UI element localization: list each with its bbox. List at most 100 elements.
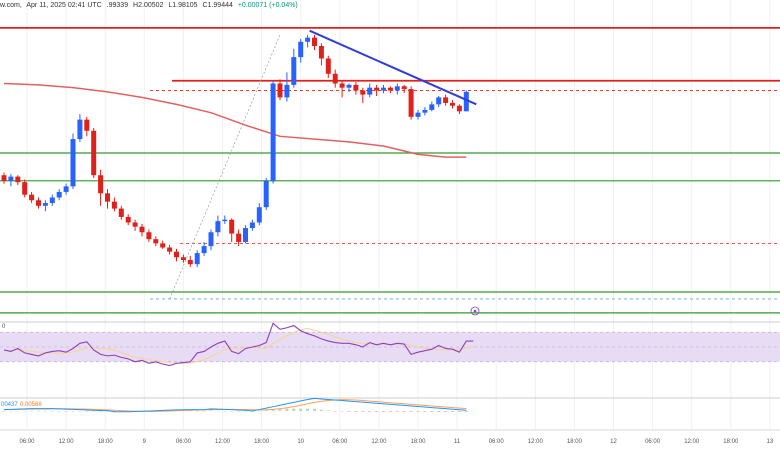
time-axis: 06:00 12:00 18:00 9 06:00 12:00 18:00 10 06:00 12… bbox=[0, 429, 780, 445]
grid bbox=[26, 0, 771, 430]
candle-body bbox=[15, 176, 21, 183]
candle-body bbox=[332, 73, 338, 84]
candle-body bbox=[139, 226, 145, 233]
macd-histogram-bar bbox=[64, 411, 68, 412]
macd-histogram-bar bbox=[78, 411, 82, 412]
change-value: +0.00071 (+0.04%) bbox=[237, 2, 298, 9]
candle-body bbox=[298, 41, 304, 58]
macd-histogram-bar bbox=[388, 411, 392, 412]
time-tick-label: 18:00 bbox=[567, 439, 583, 445]
macd-pane bbox=[0, 397, 780, 413]
candle-body bbox=[436, 97, 442, 105]
candle-body bbox=[42, 203, 48, 206]
time-tick-label: 9 bbox=[143, 439, 147, 445]
candle-body bbox=[360, 90, 366, 95]
rsi-pane bbox=[0, 321, 780, 367]
time-tick-label: 10 bbox=[297, 439, 304, 445]
rsi-signal-line bbox=[3, 327, 474, 364]
open-value: .99339 bbox=[106, 2, 129, 9]
macd-histogram-bar bbox=[223, 410, 227, 412]
time-tick-label: 06:00 bbox=[332, 439, 348, 445]
source-label: w.com, bbox=[0, 2, 22, 9]
macd-histogram-bar bbox=[402, 411, 406, 412]
candle-body bbox=[1, 175, 7, 181]
macd-histogram-bar bbox=[188, 410, 192, 412]
alert-icon[interactable] bbox=[470, 306, 480, 316]
macd-histogram-bar bbox=[216, 410, 220, 412]
macd-histogram-bar bbox=[85, 411, 89, 412]
close-value: C1.99444 bbox=[202, 2, 233, 9]
candle-body bbox=[146, 232, 152, 240]
time-tick-label: 06:00 bbox=[19, 439, 35, 445]
candle-body bbox=[463, 91, 469, 112]
time-tick-label: 06:00 bbox=[645, 439, 661, 445]
candle-body bbox=[111, 201, 117, 209]
candle-body bbox=[291, 57, 297, 85]
macd-histogram-bar bbox=[313, 408, 316, 411]
time-tick-label: 18:00 bbox=[723, 439, 739, 445]
macd-histogram-bar bbox=[347, 411, 351, 412]
macd-histogram-bar bbox=[271, 409, 275, 411]
macd-histogram-bar bbox=[457, 411, 461, 412]
candle-body bbox=[263, 180, 269, 208]
macd-histogram-bar bbox=[23, 410, 27, 412]
time-tick-label: 18:00 bbox=[98, 439, 114, 445]
time-tick-label: 12:00 bbox=[371, 439, 387, 445]
candle-body bbox=[381, 87, 386, 91]
candle-body bbox=[180, 257, 186, 261]
candle-body bbox=[91, 130, 97, 176]
macd-histogram-bar bbox=[423, 411, 427, 412]
macd-histogram-bar bbox=[92, 411, 96, 412]
macd-histogram-bar bbox=[409, 411, 413, 412]
time-tick-label: 12:00 bbox=[528, 439, 544, 445]
candle-body bbox=[56, 191, 62, 198]
macd-histogram-bar bbox=[430, 411, 434, 412]
candle-body bbox=[132, 222, 138, 227]
macd-histogram-bar bbox=[361, 411, 365, 412]
time-tick-label: 18:00 bbox=[254, 439, 270, 445]
candle-body bbox=[187, 260, 193, 265]
macd-histogram-bar bbox=[416, 411, 420, 412]
candle-body bbox=[422, 109, 428, 113]
candle-body bbox=[305, 37, 311, 42]
candle-body bbox=[456, 105, 462, 112]
macd-histogram-bar bbox=[375, 411, 379, 412]
candle-body bbox=[243, 228, 248, 242]
candle-body bbox=[408, 89, 414, 117]
macd-histogram-bar bbox=[257, 410, 261, 412]
candle-body bbox=[374, 87, 380, 91]
candle-body bbox=[346, 84, 352, 88]
candle-body bbox=[29, 194, 35, 201]
macd-histogram-bar bbox=[285, 408, 289, 411]
candle-body bbox=[201, 246, 207, 254]
candle-body bbox=[8, 176, 14, 181]
macd-histogram-bar bbox=[209, 410, 213, 412]
time-tick-label: 18:00 bbox=[410, 439, 426, 445]
candle-body bbox=[236, 233, 242, 242]
candle-body bbox=[49, 197, 55, 204]
macd-histogram-bar bbox=[368, 411, 372, 412]
macd-histogram-bar bbox=[37, 410, 40, 412]
candle-body bbox=[84, 119, 90, 131]
macd-histogram-bar bbox=[202, 410, 206, 412]
candle-body bbox=[415, 112, 421, 117]
candle-body bbox=[429, 104, 435, 110]
macd-histogram-bar bbox=[326, 410, 330, 411]
macd-value-2: 0.00568 bbox=[20, 402, 42, 408]
time-tick-label: 12:00 bbox=[59, 439, 75, 445]
rsi-label: 0 bbox=[2, 324, 6, 330]
low-value: L1.98105 bbox=[168, 2, 198, 9]
macd-histogram-bar bbox=[451, 411, 454, 412]
macd-histogram-bar bbox=[354, 411, 358, 412]
candle-body bbox=[22, 182, 28, 195]
candle-body bbox=[77, 119, 83, 140]
candle-body bbox=[229, 219, 235, 234]
candle-body bbox=[167, 247, 173, 252]
macd-histogram-bar bbox=[244, 411, 247, 412]
candle-body bbox=[215, 221, 221, 233]
bearish-trendline bbox=[309, 29, 477, 106]
time-tick-label: 13 bbox=[767, 439, 774, 445]
candle-body bbox=[153, 239, 159, 244]
candle-body bbox=[208, 232, 214, 247]
